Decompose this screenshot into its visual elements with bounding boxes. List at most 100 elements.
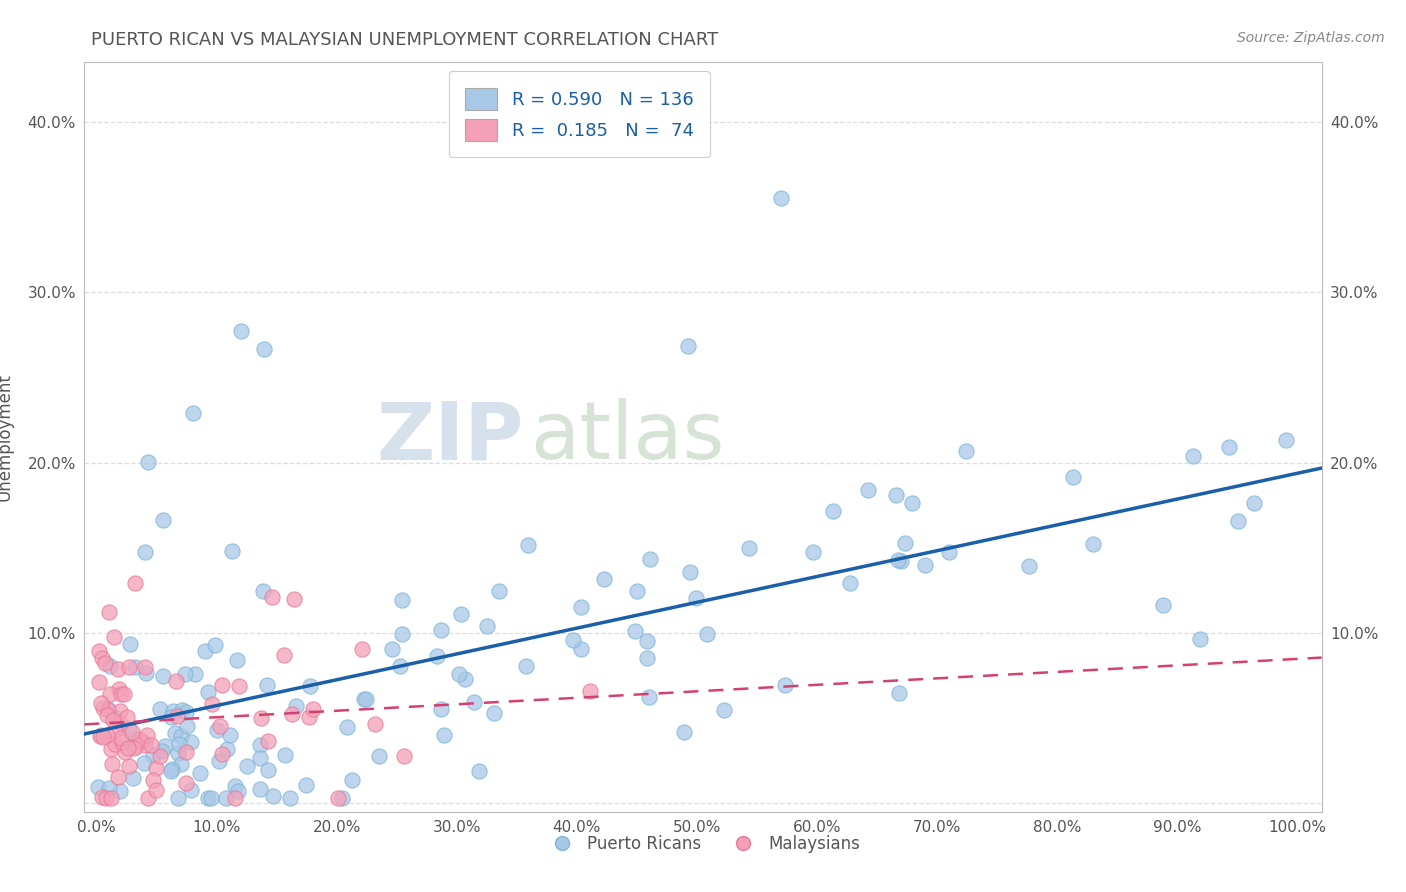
Point — [180, 783, 202, 797]
Point — [176, 719, 198, 733]
Point — [96, 791, 118, 805]
Point — [128, 732, 150, 747]
Point — [153, 739, 176, 754]
Point — [197, 684, 219, 698]
Point — [165, 674, 187, 689]
Point — [391, 592, 413, 607]
Point — [110, 715, 132, 730]
Point — [1181, 450, 1204, 464]
Point — [463, 695, 485, 709]
Point — [938, 545, 960, 559]
Point — [167, 737, 190, 751]
Point — [775, 678, 797, 692]
Point — [569, 599, 592, 614]
Point — [118, 759, 141, 773]
Point — [165, 726, 187, 740]
Point — [90, 651, 112, 665]
Point — [89, 674, 111, 689]
Point — [90, 728, 112, 742]
Point — [301, 702, 323, 716]
Point — [672, 725, 695, 739]
Point — [176, 705, 198, 719]
Point — [249, 782, 271, 797]
Point — [127, 732, 149, 747]
Point — [392, 748, 415, 763]
Point — [638, 551, 661, 566]
Point — [204, 638, 226, 652]
Point — [624, 624, 647, 638]
Point — [97, 702, 120, 716]
Point — [249, 738, 271, 752]
Point — [159, 764, 181, 779]
Point — [142, 747, 165, 762]
Point — [162, 762, 184, 776]
Point — [166, 708, 188, 723]
Point — [208, 719, 231, 733]
Point — [94, 656, 117, 670]
Point — [475, 619, 498, 633]
Point — [114, 745, 136, 759]
Point — [280, 791, 302, 805]
Point — [112, 687, 135, 701]
Point — [167, 791, 190, 805]
Point — [100, 688, 122, 702]
Point — [107, 682, 129, 697]
Point — [118, 723, 141, 737]
Point — [738, 541, 761, 556]
Point — [91, 730, 114, 744]
Point — [1083, 537, 1105, 551]
Point — [468, 764, 491, 778]
Point — [252, 584, 274, 599]
Point — [208, 754, 231, 768]
Point — [172, 703, 194, 717]
Point — [110, 687, 132, 701]
Point — [98, 659, 121, 673]
Point — [1243, 495, 1265, 509]
Text: PUERTO RICAN VS MALAYSIAN UNEMPLOYMENT CORRELATION CHART: PUERTO RICAN VS MALAYSIAN UNEMPLOYMENT C… — [91, 31, 718, 49]
Point — [367, 748, 389, 763]
Point — [225, 653, 247, 667]
Point — [89, 729, 111, 743]
Point — [110, 784, 132, 798]
Point — [713, 703, 735, 717]
Point — [197, 791, 219, 805]
Point — [134, 660, 156, 674]
Point — [166, 746, 188, 760]
Point — [180, 735, 202, 749]
Text: Source: ZipAtlas.com: Source: ZipAtlas.com — [1237, 31, 1385, 45]
Point — [98, 781, 121, 796]
Point — [152, 669, 174, 683]
Point — [145, 783, 167, 797]
Point — [281, 706, 304, 721]
Point — [285, 699, 308, 714]
Point — [1062, 469, 1084, 483]
Point — [454, 672, 477, 686]
Point — [200, 791, 222, 805]
Point — [122, 741, 145, 756]
Point — [388, 659, 411, 673]
Point — [433, 728, 456, 742]
Point — [90, 696, 112, 710]
Text: ZIP: ZIP — [377, 398, 523, 476]
Point — [447, 667, 470, 681]
Point — [86, 780, 108, 794]
Point — [219, 728, 242, 742]
Point — [450, 607, 472, 621]
Point — [96, 728, 118, 742]
Point — [162, 704, 184, 718]
Point — [96, 707, 118, 722]
Point — [103, 630, 125, 644]
Point — [839, 575, 862, 590]
Point — [107, 662, 129, 676]
Point — [426, 649, 449, 664]
Point — [696, 627, 718, 641]
Point — [350, 641, 373, 656]
Point — [1152, 598, 1174, 612]
Point — [142, 773, 165, 788]
Point — [104, 737, 127, 751]
Point — [1274, 433, 1296, 447]
Point — [354, 691, 377, 706]
Point — [134, 739, 156, 753]
Point — [228, 784, 250, 798]
Point — [149, 702, 172, 716]
